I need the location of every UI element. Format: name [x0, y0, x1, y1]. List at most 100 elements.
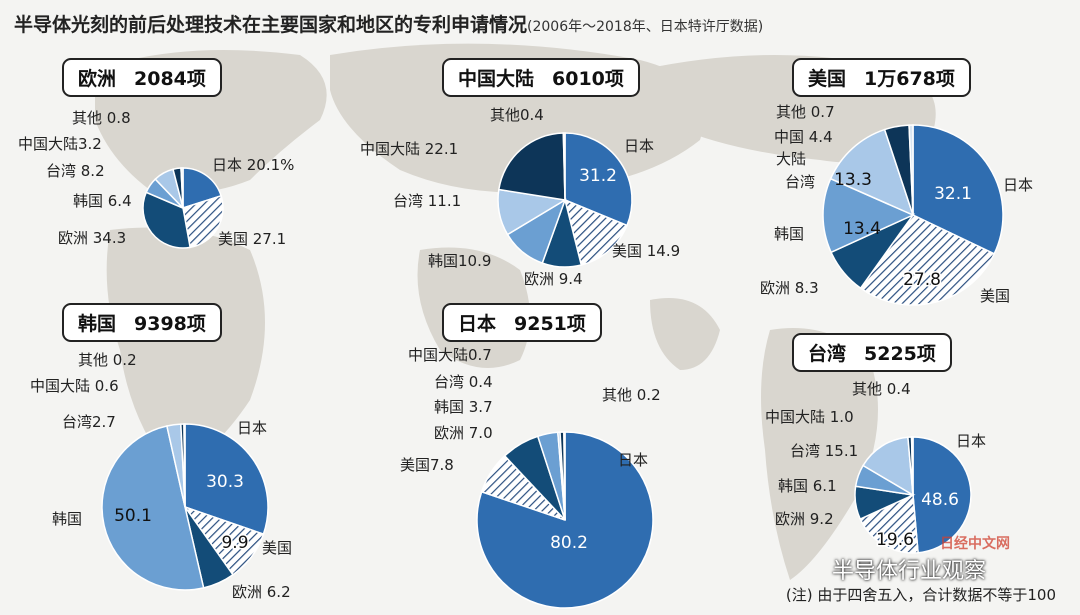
- region-label: 日本: [458, 313, 497, 335]
- category-label-japan: 日本: [237, 419, 267, 437]
- category-label-japan: 日本: [624, 137, 654, 155]
- category-label-taiwan: 台湾: [785, 173, 815, 191]
- data-label-usa: 美国7.8: [400, 456, 454, 474]
- source-watermark: 日经中文网: [940, 536, 1010, 552]
- data-label-china: 中国 4.4: [774, 128, 833, 146]
- category-label-japan: 日本: [1003, 176, 1033, 194]
- panel-title-europe: 欧洲 2084项: [62, 58, 222, 97]
- category-label-korea: 韩国: [774, 225, 804, 243]
- pie-slice-usa: [563, 198, 628, 266]
- title-text: 半导体光刻的前后处理技术在主要国家和地区的专利申请情况: [14, 14, 528, 36]
- data-label-other: 其他0.4: [490, 106, 544, 124]
- data-label-europe: 欧洲 34.3: [58, 229, 126, 247]
- total-label: 9398项: [134, 313, 206, 335]
- data-label-usa: 9.9: [221, 533, 248, 553]
- data-label-china: 中国大陆 22.1: [360, 140, 458, 158]
- total-label: 6010项: [552, 68, 624, 90]
- data-label-other: 其他 0.7: [776, 103, 835, 121]
- wechat-watermark: 半导体行业观察: [832, 559, 987, 584]
- data-label-taiwan: 13.3: [834, 170, 872, 190]
- data-label-taiwan: 台湾2.7: [62, 413, 116, 431]
- panel-title-korea: 韩国 9398项: [62, 303, 222, 342]
- pie-slice-other: [183, 423, 186, 508]
- pie-slice-japan: [184, 423, 269, 536]
- pie-slice-other: [180, 167, 184, 209]
- pie-slice-japan: [912, 124, 1004, 255]
- data-label-taiwan: 台湾 0.4: [434, 373, 493, 391]
- data-label-europe: 欧洲 8.3: [760, 279, 819, 297]
- data-label-japan: 80.2: [550, 533, 588, 553]
- data-label-other: 其他 0.8: [72, 109, 131, 127]
- pie-slice-taiwan: [862, 436, 914, 497]
- data-label-china: 中国大陆 0.6: [30, 377, 119, 395]
- pie-slice-japan: [564, 132, 633, 227]
- pie-slice-china: [497, 132, 566, 201]
- pie-slice-other: [562, 132, 566, 201]
- title-subtitle: (2006年～2018年、日本特许厅数据): [527, 19, 764, 35]
- data-label-europe: 欧洲 9.4: [524, 270, 583, 288]
- data-label-taiwan: 台湾 11.1: [393, 192, 461, 210]
- data-label-china: 中国大陆 1.0: [765, 408, 854, 426]
- data-label-other: 其他 0.2: [602, 386, 661, 404]
- data-label-korea: 韩国10.9: [428, 252, 491, 270]
- data-label-taiwan: 台湾 15.1: [790, 442, 858, 460]
- total-label: 1万678项: [864, 68, 955, 90]
- data-label-other: 其他 0.4: [852, 380, 911, 398]
- region-label: 台湾: [808, 343, 847, 365]
- data-label-usa: 美国 27.1: [218, 230, 286, 248]
- panel-title-usa: 美国 1万678项: [792, 58, 971, 97]
- page-title: 半导体光刻的前后处理技术在主要国家和地区的专利申请情况(2006年～2018年、…: [14, 10, 763, 37]
- data-label-usa: 27.8: [903, 270, 941, 290]
- data-label-japan: 31.2: [579, 166, 617, 186]
- region-label: 中国大陆: [458, 68, 535, 90]
- data-label-europe: 欧洲 7.0: [434, 424, 493, 442]
- data-label-japan: 日本 20.1%: [212, 156, 294, 174]
- data-label-korea: 13.4: [843, 219, 881, 239]
- data-label-usa: 19.6: [876, 530, 914, 550]
- region-label: 韩国: [78, 313, 117, 335]
- data-label-europe: 欧洲 6.2: [232, 583, 291, 601]
- pie-slice-japan: [912, 436, 972, 554]
- pie-slice-korea: [101, 425, 205, 591]
- pie-slice-other: [563, 431, 566, 521]
- pie-slice-usa: [182, 194, 224, 249]
- data-label-china: 中国大陆0.7: [408, 346, 492, 364]
- pie-slice-taiwan: [829, 128, 915, 217]
- category-label-korea: 韩国: [52, 510, 82, 528]
- data-label-usa: 美国 14.9: [612, 242, 680, 260]
- region-label: 美国: [808, 68, 847, 90]
- pie-4: 80.2 日本 美国7.8 欧洲 7.0 韩国 3.7 台湾 0.4 中国大陆0.7 其他 0…: [400, 346, 661, 609]
- data-label-china: 中国大陆3.2: [18, 135, 102, 153]
- category-label-usa: 美国: [980, 287, 1010, 305]
- data-label-japan: 30.3: [206, 472, 244, 492]
- panel-title-china: 中国大陆 6010项: [442, 58, 640, 97]
- data-label-korea: 韩国 6.1: [778, 477, 837, 495]
- total-label: 5225项: [864, 343, 936, 365]
- panel-title-taiwan: 台湾 5225项: [792, 333, 952, 372]
- region-label: 欧洲: [78, 68, 117, 90]
- pie-slice-other: [910, 436, 914, 496]
- pie-slice-japan: [182, 167, 223, 210]
- pie-slice-usa: [859, 493, 919, 554]
- pie-slice-other: [908, 124, 914, 216]
- data-label-japan: 32.1: [934, 184, 972, 204]
- data-label-korea: 韩国 6.4: [73, 192, 132, 210]
- footnote: (注) 由于四舍五入，合计数据不等于100: [785, 586, 1056, 604]
- pie-0: 日本 20.1% 美国 27.1 欧洲 34.3 韩国 6.4 台湾 8.2 中国大陆3.…: [18, 109, 294, 249]
- total-label: 9251项: [514, 313, 586, 335]
- data-label-korea: 50.1: [114, 506, 152, 526]
- data-label-other: 其他 0.2: [78, 351, 137, 369]
- pie-2: 32.1 日本 27.8 美国 欧洲 8.3 13.4 韩国 13.3 台湾 中国 4.4 大陆 其他…: [760, 103, 1033, 306]
- category-label-china: 大陆: [776, 150, 806, 168]
- category-label-japan: 日本: [956, 432, 986, 450]
- data-label-japan: 48.6: [921, 490, 959, 510]
- pie-5: 48.6 日本 19.6 欧洲 9.2 韩国 6.1 台湾 15.1 中国大陆 1.0 其他 …: [765, 380, 986, 554]
- data-label-taiwan: 台湾 8.2: [46, 162, 105, 180]
- pie-slice-korea: [822, 177, 915, 254]
- data-label-europe: 欧洲 9.2: [775, 510, 834, 528]
- category-label-usa: 美国: [262, 539, 292, 557]
